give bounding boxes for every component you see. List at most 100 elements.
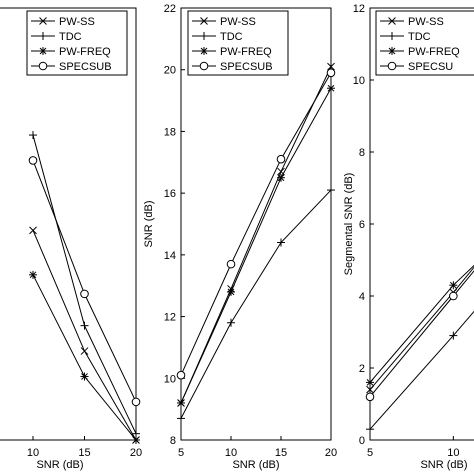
series-tdc <box>177 186 335 423</box>
y-tick-label: 12 <box>164 312 176 324</box>
data-point-marker <box>366 425 374 434</box>
legend-item: PW-SS <box>192 16 256 28</box>
legend-item: SPECSUB <box>31 61 112 73</box>
legend-label: TDC <box>220 31 243 43</box>
series-line <box>369 270 474 398</box>
data-point-marker <box>277 173 285 182</box>
legend-label: TDC <box>59 31 82 43</box>
legend-item: PW-SS <box>380 16 444 28</box>
data-point-marker <box>131 397 141 407</box>
legend-item: PW-FREQ <box>192 46 272 58</box>
data-point-marker <box>366 385 374 394</box>
series-specsub <box>28 156 141 407</box>
y-tick-label: 6 <box>359 219 365 231</box>
data-point-marker <box>327 186 335 195</box>
legend-item: PW-FREQ <box>380 46 460 58</box>
y-tick-label: 0 <box>359 435 365 447</box>
legend-item: TDC <box>31 31 82 43</box>
legend: PW-SS TDC PW-FREQ SPECSU <box>375 10 474 76</box>
x-axis-label: SNR (dB) <box>36 459 83 471</box>
legend-marker <box>387 61 397 71</box>
data-point-marker <box>327 84 335 93</box>
data-point-marker <box>277 238 285 247</box>
legend-label: PW-FREQ <box>59 46 111 58</box>
panel-left: 10 15 20 SNR (dB) PW-SS TDC PW-FREQ SPECSUB <box>0 7 142 471</box>
y-tick-label: 16 <box>164 188 176 200</box>
y-tick-label: 2 <box>359 363 365 375</box>
legend-label: SPECSUB <box>220 61 273 73</box>
legend-label: PW-SS <box>408 16 444 28</box>
data-point-marker <box>29 131 37 140</box>
legend-item: TDC <box>380 31 431 43</box>
data-point-marker <box>327 62 335 71</box>
x-tick-label: 5 <box>178 447 184 459</box>
x-tick-label: 15 <box>78 447 90 459</box>
data-point-marker <box>449 281 458 290</box>
data-point-marker <box>226 259 236 269</box>
data-point-marker <box>80 321 89 330</box>
legend-marker <box>199 61 209 71</box>
legend-marker <box>200 17 208 25</box>
legend-label: PW-SS <box>220 16 256 28</box>
data-point-marker <box>28 156 38 165</box>
legend-label: SPECSUB <box>59 61 112 73</box>
data-point-marker <box>366 378 374 387</box>
data-point-marker <box>449 331 458 340</box>
y-axis-label: Segmental SNR (dB) <box>343 173 355 276</box>
y-tick-label: 20 <box>164 65 176 77</box>
legend: PW-SS TDC PW-FREQ SPECSUB <box>187 10 289 76</box>
legend-marker <box>200 47 208 55</box>
series-line <box>32 274 137 441</box>
data-point-marker <box>80 289 89 299</box>
legend-marker <box>388 47 396 55</box>
x-tick-label: 10 <box>27 447 39 459</box>
legend-label: TDC <box>408 31 431 43</box>
panel-middle: 8 10 12 14 16 18 20 22 5 10 15 20 SNR (dB) SNR (dB) PW… <box>143 3 337 471</box>
y-tick-label: 12 <box>353 3 365 15</box>
legend-item: PW-SS <box>31 16 95 28</box>
data-point-marker <box>29 270 37 279</box>
y-tick-label: 4 <box>359 291 365 303</box>
y-tick-label: 8 <box>359 147 365 159</box>
y-tick-label: 18 <box>164 126 176 138</box>
data-point-marker <box>29 226 37 235</box>
y-tick-label: 10 <box>164 373 176 385</box>
series-specsub <box>365 270 474 402</box>
data-point-marker <box>326 68 336 78</box>
x-tick-label: 10 <box>447 447 459 459</box>
legend-marker <box>39 17 47 25</box>
legend-label: PW-FREQ <box>220 46 272 58</box>
y-tick-label: 8 <box>170 435 176 447</box>
y-tick-label: 22 <box>164 3 176 15</box>
series-specsub <box>176 68 336 380</box>
series-line <box>32 134 137 434</box>
legend: PW-SS TDC PW-FREQ SPECSUB <box>26 10 128 76</box>
legend-item: PW-FREQ <box>31 46 111 58</box>
series-pw-ss <box>29 226 140 444</box>
panel-right: 02468101251015SNR (dB)Segmental SNR (dB)… <box>343 3 474 471</box>
legend-label: PW-SS <box>59 16 95 28</box>
series-tdc <box>366 310 474 434</box>
legend-label: PW-FREQ <box>408 46 460 58</box>
x-tick-label: 15 <box>275 447 287 459</box>
series-line <box>32 160 137 403</box>
data-point-marker <box>132 436 140 444</box>
series-tdc <box>29 131 140 438</box>
legend-marker <box>388 32 396 40</box>
series-line <box>180 72 332 376</box>
legend-item: SPECSU <box>380 61 453 73</box>
x-tick-label: 20 <box>130 447 142 459</box>
legend-marker <box>38 61 48 71</box>
legend-item: TDC <box>192 31 243 43</box>
series-pw-freq <box>366 264 474 387</box>
data-point-marker <box>227 318 235 327</box>
x-axis-label: SNR (dB) <box>420 459 467 471</box>
y-tick-label: 14 <box>164 250 176 262</box>
legend-marker <box>39 47 47 55</box>
legend-marker <box>388 17 396 25</box>
series-line <box>369 264 474 383</box>
data-point-marker <box>177 414 185 423</box>
data-point-marker <box>365 392 375 402</box>
data-point-marker <box>227 287 235 296</box>
